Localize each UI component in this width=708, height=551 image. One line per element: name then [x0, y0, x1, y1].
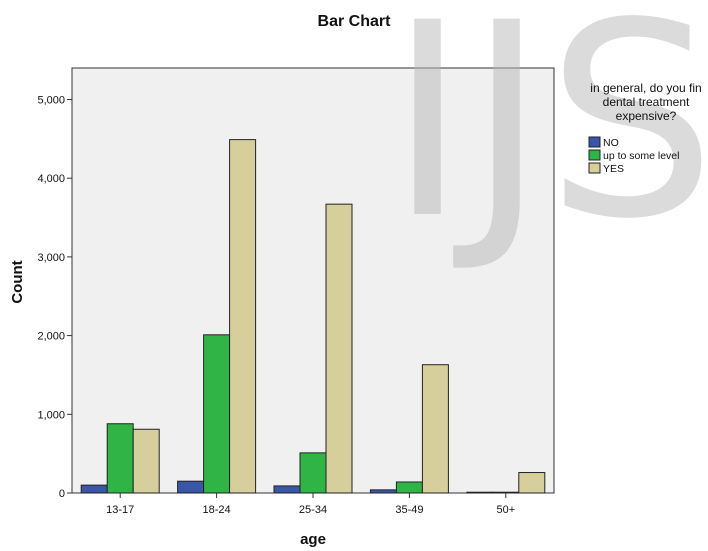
- legend-swatch: [588, 136, 601, 148]
- watermark-text: IJS: [388, 0, 708, 278]
- legend-swatch: [588, 162, 601, 174]
- y-tick-label: 3,000: [37, 252, 65, 264]
- bar-yes-18-24: [229, 139, 257, 494]
- y-tick-label: 1,000: [37, 409, 65, 421]
- legend: in general, do you fin dental treatment …: [588, 81, 702, 175]
- legend-title-line-3: expensive?: [616, 109, 677, 123]
- legend-swatch: [588, 149, 601, 161]
- plot-area: [71, 67, 555, 494]
- legend-title-line-2: dental treatment: [603, 95, 690, 109]
- y-tick-label: 0: [59, 488, 65, 500]
- bar-up-to-some-level-35-49: [395, 481, 423, 494]
- bar-up-to-some-level-13-17: [106, 423, 134, 494]
- x-tick-label: 25-34: [299, 504, 327, 516]
- x-tick-label: 35-49: [395, 504, 423, 516]
- x-tick-label: 50+: [496, 504, 515, 516]
- bar-up-to-some-level-18-24: [203, 334, 231, 494]
- bar-yes-50+: [518, 472, 546, 494]
- legend-entry-label: up to some level: [603, 150, 679, 162]
- bar-no-50+: [466, 491, 494, 494]
- bar-no-35-49: [369, 489, 397, 494]
- chart-title: Bar Chart: [318, 13, 392, 30]
- y-tick-label: 2,000: [37, 331, 65, 343]
- y-tick-label: 4,000: [37, 173, 65, 185]
- bar-no-18-24: [177, 480, 205, 494]
- legend-entry-label: YES: [603, 163, 624, 175]
- x-tick-label: 13-17: [106, 504, 134, 516]
- legend-entry-label: NO: [603, 137, 619, 149]
- bar-no-25-34: [273, 485, 301, 494]
- bars-group: [80, 139, 546, 494]
- x-tick-label: 18-24: [203, 504, 231, 516]
- x-axis-label: age: [300, 531, 326, 548]
- x-axis: 13-17 18-24 25-34 35-49 50+: [106, 493, 515, 516]
- bar-yes-25-34: [325, 203, 353, 494]
- y-axis: 0 1,000 2,000 3,000 4,000 5,000: [37, 94, 72, 500]
- y-axis-label: Count: [9, 260, 26, 303]
- y-tick-label: 5,000: [37, 94, 65, 106]
- bar-yes-35-49: [421, 364, 449, 494]
- legend-title-line-1: in general, do you fin: [590, 81, 701, 95]
- bar-yes-13-17: [132, 428, 160, 494]
- bar-no-13-17: [80, 484, 108, 494]
- bar-up-to-some-level-25-34: [299, 452, 327, 494]
- bar-up-to-some-level-50+: [492, 491, 520, 494]
